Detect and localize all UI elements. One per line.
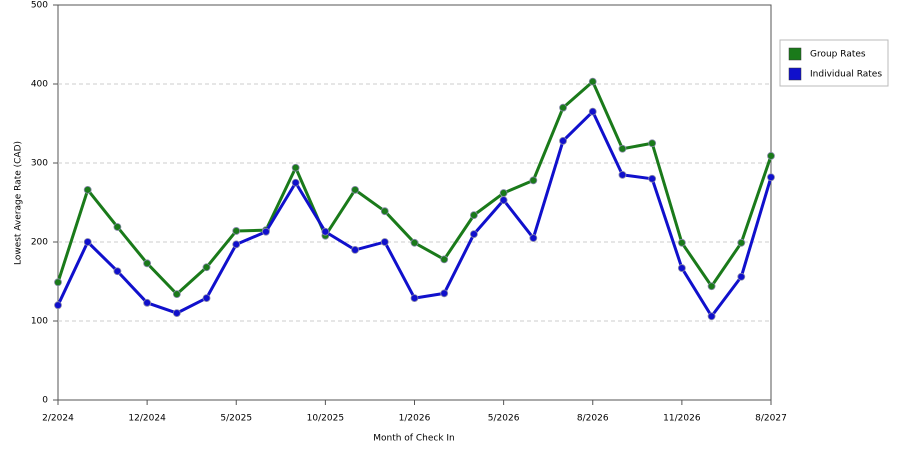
data-point <box>54 278 62 287</box>
y-tick-label: 100 <box>31 317 48 327</box>
plot-frame <box>57 4 772 401</box>
legend-label: Individual Rates <box>810 70 882 80</box>
data-point <box>54 301 62 310</box>
data-point <box>291 178 300 187</box>
data-point <box>172 290 181 299</box>
data-point <box>470 211 478 220</box>
data-point <box>172 309 181 318</box>
data-point <box>410 294 419 302</box>
data-point <box>83 185 92 194</box>
data-point <box>737 238 746 247</box>
data-point <box>321 227 330 236</box>
data-point <box>143 259 152 268</box>
x-tick-label: 1/2026 <box>399 414 431 424</box>
x-tick-label: 5/2026 <box>488 414 520 424</box>
data-point <box>529 176 538 185</box>
data-point <box>262 227 270 236</box>
data-point <box>618 144 627 153</box>
series-line <box>56 80 773 296</box>
data-point <box>499 196 508 205</box>
y-axis-title: Lowest Average Rate (CAD) <box>14 141 24 265</box>
data-point <box>380 238 389 246</box>
series-line <box>56 110 773 318</box>
data-point <box>767 173 775 182</box>
legend-swatch <box>788 67 802 81</box>
x-tick-label: 8/2027 <box>755 414 787 424</box>
data-point <box>707 282 716 291</box>
data-point <box>143 298 152 307</box>
y-tick-label: 200 <box>31 238 48 248</box>
data-point <box>232 227 241 235</box>
data-point <box>588 107 597 116</box>
x-tick-label: 8/2026 <box>577 414 609 424</box>
y-tick-label: 0 <box>42 396 48 406</box>
data-point <box>83 238 92 246</box>
data-point <box>737 272 746 281</box>
x-tick-label: 12/2024 <box>128 414 166 424</box>
data-point <box>202 294 211 302</box>
data-point <box>232 240 241 249</box>
data-point <box>648 174 657 183</box>
data-point <box>470 230 478 239</box>
data-point <box>707 312 716 321</box>
x-axis-title: Month of Check In <box>373 434 455 444</box>
data-point <box>648 139 657 148</box>
data-point <box>677 238 686 247</box>
x-tick-label: 2/2024 <box>42 414 74 424</box>
data-point <box>202 263 211 272</box>
data-point <box>351 245 359 254</box>
data-point <box>529 234 538 242</box>
y-tick-label: 400 <box>31 80 48 90</box>
data-point <box>588 77 597 86</box>
data-point <box>351 185 359 194</box>
data-point <box>767 151 775 160</box>
data-point <box>380 207 389 216</box>
x-tick-label: 11/2026 <box>663 414 701 424</box>
data-point <box>559 136 567 145</box>
legend-label: Group Rates <box>810 50 866 60</box>
data-point <box>559 103 567 112</box>
data-point <box>440 255 449 264</box>
data-point <box>440 289 449 298</box>
legend-swatch <box>788 47 802 61</box>
data-point <box>113 267 122 276</box>
data-point <box>410 238 419 247</box>
y-tick-label: 500 <box>31 1 48 11</box>
y-tick-label: 300 <box>31 159 48 169</box>
data-point <box>113 223 122 231</box>
x-tick-label: 5/2025 <box>220 414 252 424</box>
data-point <box>677 264 686 272</box>
data-point <box>499 189 508 197</box>
data-point <box>618 170 627 179</box>
data-point <box>291 163 300 172</box>
x-tick-label: 10/2025 <box>307 414 344 424</box>
